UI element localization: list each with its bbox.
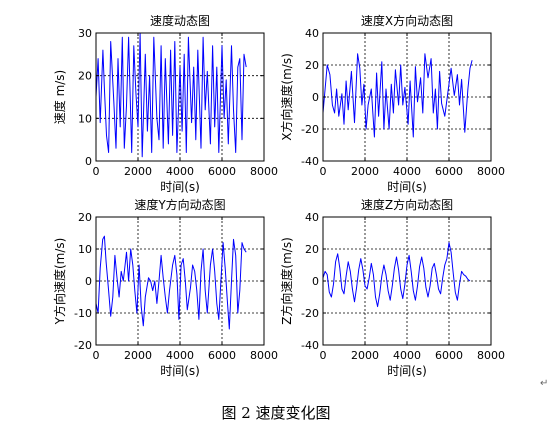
x-tick-label: 2000: [124, 165, 152, 178]
chart-title: 速度动态图: [150, 13, 210, 28]
y-tick-label: 10: [78, 112, 92, 125]
x-tick-label: 8000: [477, 349, 505, 362]
x-axis-label: 时间(s): [160, 180, 200, 194]
y-tick-label: -40: [301, 155, 319, 168]
y-tick-label: 10: [78, 243, 92, 256]
series-line: [95, 235, 247, 330]
y-tick-label: 0: [312, 91, 319, 104]
y-tick-label: 20: [305, 243, 319, 256]
x-tick-label: 6000: [435, 349, 463, 362]
y-tick-label: 0: [85, 275, 92, 288]
x-tick-label: 4000: [393, 349, 421, 362]
x-axis-label: 时间(s): [160, 364, 200, 378]
x-tick-label: 4000: [166, 165, 194, 178]
x-tick-label: 4000: [393, 165, 421, 178]
x-tick-label: 8000: [477, 165, 505, 178]
x-tick-label: 2000: [351, 165, 379, 178]
y-tick-label: -20: [301, 307, 319, 320]
x-axis-label: 时间(s): [387, 364, 427, 378]
chart-title: 速度X方向动态图: [361, 13, 453, 28]
x-tick-label: 8000: [250, 165, 278, 178]
y-tick-label: -10: [74, 307, 92, 320]
y-axis-label: 速度 m/s): [52, 70, 67, 124]
figure-caption: 图 2 速度变化图: [221, 404, 331, 422]
y-tick-label: 40: [305, 211, 319, 224]
x-tick-label: 0: [93, 349, 100, 362]
y-tick-label: 30: [78, 27, 92, 40]
y-tick-label: 40: [305, 27, 319, 40]
x-tick-label: 8000: [250, 349, 278, 362]
y-tick-label: 20: [78, 70, 92, 83]
x-tick-label: 6000: [208, 349, 236, 362]
chart-title: 速度Y方向动态图: [134, 197, 225, 212]
y-axis-label: X方向速度(m/s): [279, 53, 294, 141]
chart-3: 0 2000 4000 6000 8000 -20 -10 0 10 20 速度Y方向动态图时间(s…: [52, 197, 278, 378]
chart-4: 0 2000 4000 6000 8000 -40 -20 0 20 40 速度Z方向动态图时间(s…: [279, 197, 505, 378]
y-tick-label: 0: [85, 155, 92, 168]
y-tick-label: 20: [305, 59, 319, 72]
x-tick-label: 6000: [208, 165, 236, 178]
x-tick-label: 0: [320, 349, 327, 362]
x-tick-label: 2000: [124, 349, 152, 362]
x-tick-label: 4000: [166, 349, 194, 362]
y-tick-label: -20: [74, 339, 92, 352]
y-tick-label: 20: [78, 211, 92, 224]
x-tick-label: 6000: [435, 165, 463, 178]
y-tick-label: -40: [301, 339, 319, 352]
x-tick-label: 0: [93, 165, 100, 178]
series-line: [322, 242, 471, 308]
y-axis-label: Y方向速度(m/s): [52, 238, 67, 326]
chart-2: 0 2000 4000 6000 8000 -40 -20 0 20 40 速度X方向动态图时间(s…: [279, 13, 505, 194]
y-tick-label: 0: [312, 275, 319, 288]
series-line: [95, 32, 247, 158]
y-tick-label: -20: [301, 123, 319, 136]
x-tick-label: 2000: [351, 349, 379, 362]
x-tick-label: 0: [320, 165, 327, 178]
chart-title: 速度Z方向动态图: [361, 197, 453, 212]
return-mark: ↵: [540, 378, 549, 389]
series-line: [322, 53, 473, 138]
x-axis-label: 时间(s): [387, 180, 427, 194]
y-axis-label: Z方向速度(m/s): [279, 237, 294, 325]
